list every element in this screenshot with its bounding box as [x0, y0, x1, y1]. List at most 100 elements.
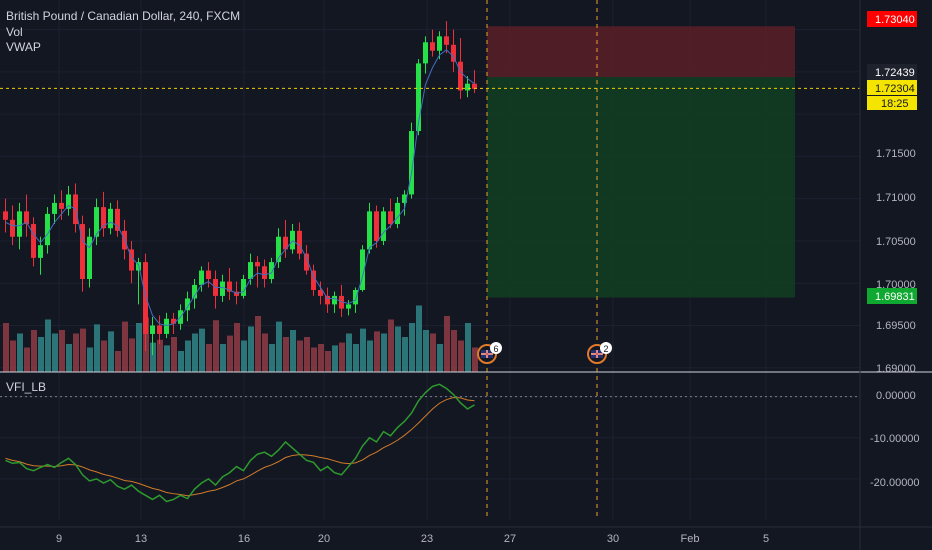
- candle-body: [3, 211, 8, 220]
- candle-body: [185, 298, 190, 311]
- volume-bar: [367, 340, 373, 372]
- volume-bar: [87, 347, 93, 372]
- candle-body: [269, 262, 274, 279]
- candle-body: [143, 262, 148, 334]
- volume-bar: [178, 351, 184, 372]
- candle-body: [150, 325, 155, 334]
- candle-body: [332, 295, 337, 305]
- volume-bar: [388, 319, 394, 372]
- candle-body: [171, 318, 176, 324]
- event-marker-2[interactable]: 2: [587, 342, 612, 364]
- volume-bar: [136, 323, 142, 372]
- volume-bar: [185, 340, 191, 372]
- volume-bar: [234, 323, 240, 372]
- target-price-label: 1.69831: [875, 291, 915, 303]
- candle-body: [402, 194, 407, 203]
- candle-body: [31, 224, 36, 258]
- candle-body: [374, 211, 379, 241]
- stop-price-tag[interactable]: 1.73040: [867, 11, 917, 27]
- stop-tag-bg: [867, 11, 917, 27]
- vfi-signal-line: [5, 396, 475, 497]
- time-axis-label: 13: [135, 533, 147, 545]
- vfi-lines: [0, 383, 860, 503]
- last-price-tag[interactable]: 1.72304 18:25: [867, 80, 917, 110]
- candle-body: [409, 131, 414, 195]
- time-axis[interactable]: 9 13 16 20 23 27 30 Feb 5: [56, 533, 769, 545]
- target-tag-bg: [867, 288, 917, 304]
- volume-bar: [269, 344, 275, 372]
- entry-price-tag[interactable]: 1.72439: [867, 64, 917, 80]
- volume-bars: [3, 305, 478, 372]
- volume-bar: [325, 351, 331, 372]
- candle-body: [164, 318, 169, 334]
- candle-body: [367, 211, 372, 250]
- volume-bar: [360, 328, 366, 372]
- candle-body: [45, 213, 50, 246]
- vwap-indicator-label[interactable]: VWAP: [6, 40, 41, 54]
- volume-bar: [381, 333, 387, 372]
- volume-bar: [241, 340, 247, 372]
- candle-body: [472, 83, 477, 89]
- candle-body: [353, 289, 358, 305]
- candle-body: [381, 211, 386, 241]
- countdown-tag-bg: [867, 96, 917, 110]
- volume-bar: [206, 344, 212, 372]
- last-price-tag-bg: [867, 80, 917, 95]
- volume-bar: [94, 324, 100, 372]
- candle-body: [395, 202, 400, 225]
- price-axis-label: 1.71000: [876, 192, 916, 204]
- volume-bar: [276, 321, 282, 372]
- candle-body: [248, 262, 253, 279]
- candle-body: [157, 325, 162, 334]
- volume-bar: [458, 340, 464, 372]
- candle-body: [304, 253, 309, 271]
- candle-body: [24, 211, 29, 225]
- volume-bar: [290, 330, 296, 372]
- candle-body: [318, 289, 323, 296]
- candle-body: [220, 281, 225, 296]
- candle-body: [416, 63, 421, 132]
- candle-body: [325, 295, 330, 305]
- candle-body: [255, 262, 260, 267]
- candle-body: [87, 236, 92, 279]
- vfi-axis-label: -10.00000: [870, 433, 920, 445]
- vfi-axis[interactable]: 0.00000 -10.00000 -20.00000: [870, 390, 920, 489]
- volume-bar: [248, 326, 254, 372]
- volume-bar: [332, 345, 338, 372]
- candle-body: [423, 42, 428, 64]
- candle-body: [10, 219, 15, 237]
- candle-body: [108, 208, 113, 229]
- entry-tag-bg: [867, 64, 917, 80]
- volume-bar: [101, 340, 107, 372]
- candle-body: [66, 194, 71, 209]
- time-axis-label: 27: [504, 533, 516, 545]
- candle-body: [451, 44, 456, 62]
- candle-body: [360, 249, 365, 290]
- time-axis-label: 20: [318, 533, 330, 545]
- candle-body: [297, 230, 302, 254]
- vwap-line: [5, 49, 475, 327]
- chart-title[interactable]: British Pound / Canadian Dollar, 240, FX…: [6, 9, 241, 23]
- volume-bar: [164, 345, 170, 372]
- candle-body: [129, 249, 134, 271]
- vfi-indicator-label[interactable]: VFI_LB: [6, 380, 47, 394]
- stop-loss-zone: [487, 26, 795, 78]
- volume-bar: [346, 333, 352, 372]
- volume-bar: [416, 305, 422, 372]
- vfi-main-line: [5, 383, 475, 503]
- position-zones[interactable]: [486, 0, 795, 520]
- volume-bar: [24, 347, 30, 372]
- volume-indicator-label[interactable]: Vol: [6, 25, 23, 39]
- volume-bar: [423, 330, 429, 372]
- target-price-tag[interactable]: 1.69831: [867, 288, 917, 304]
- volume-bar: [52, 333, 58, 372]
- candle-body: [115, 208, 120, 231]
- volume-bar: [395, 326, 401, 372]
- volume-bar: [171, 337, 177, 372]
- volume-bar: [213, 320, 219, 372]
- candle-body: [206, 270, 211, 279]
- candle-body: [101, 207, 106, 229]
- event-marker-1[interactable]: 6: [477, 342, 502, 364]
